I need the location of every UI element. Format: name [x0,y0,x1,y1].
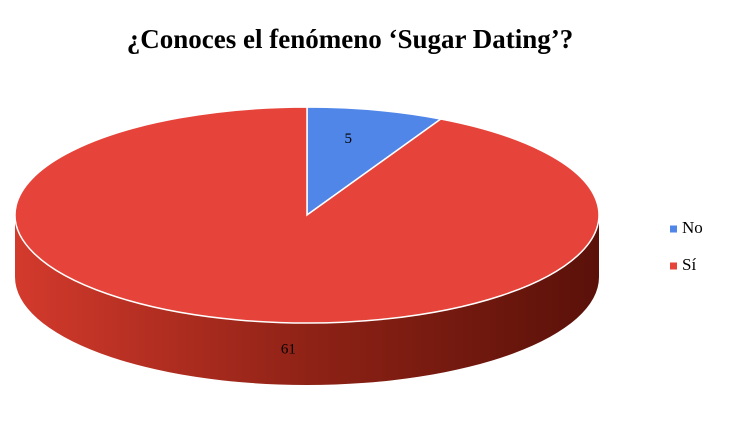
slice [14,106,600,324]
legend-label: Sí [682,255,696,274]
chart-title: ¿Conoces el fenómeno ‘Sugar Dating’? [127,24,573,54]
data-label: 5 [345,131,353,147]
data-label: 61 [281,341,296,357]
legend-swatch [670,225,677,233]
legend-label: No [682,218,703,237]
slice-side [15,215,599,385]
legend-swatch [670,262,677,270]
slice [306,106,443,217]
